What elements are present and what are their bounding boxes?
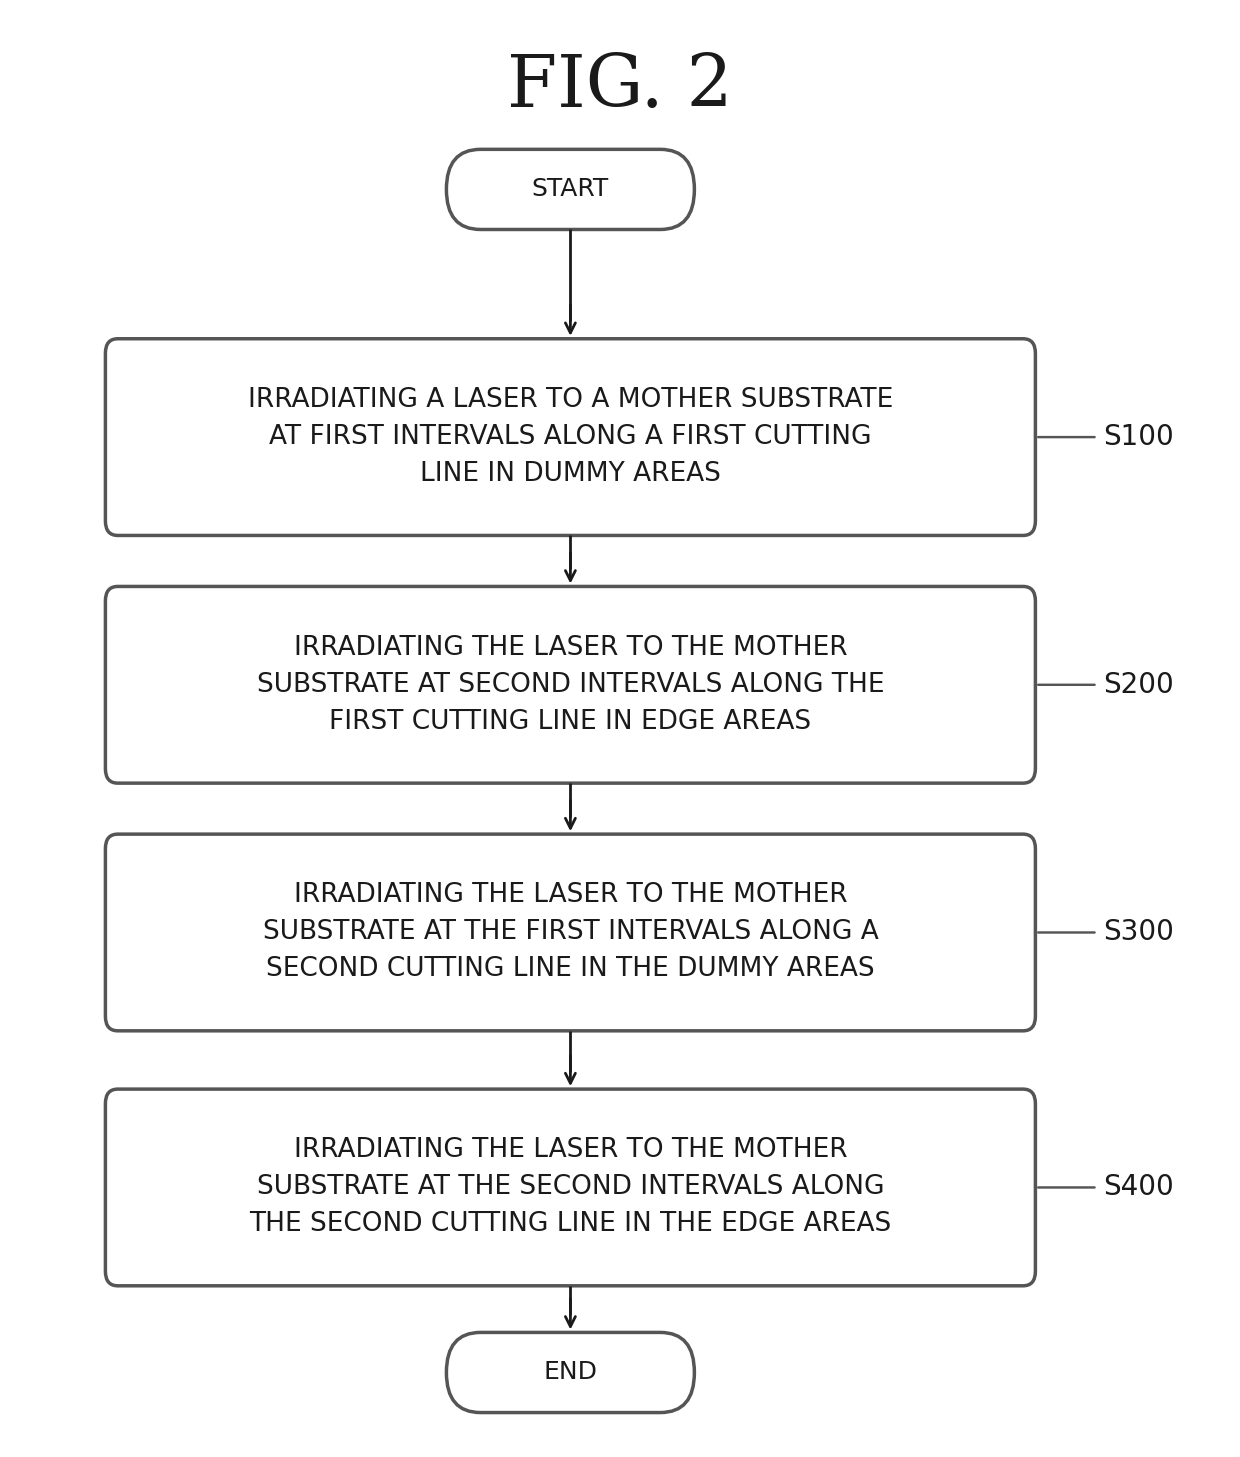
Text: IRRADIATING THE LASER TO THE MOTHER
SUBSTRATE AT THE SECOND INTERVALS ALONG
THE : IRRADIATING THE LASER TO THE MOTHER SUBS… [249, 1138, 892, 1237]
Text: S300: S300 [1104, 918, 1174, 947]
FancyBboxPatch shape [105, 339, 1035, 536]
Text: START: START [532, 178, 609, 201]
Text: S100: S100 [1104, 423, 1174, 452]
Text: IRRADIATING A LASER TO A MOTHER SUBSTRATE
AT FIRST INTERVALS ALONG A FIRST CUTTI: IRRADIATING A LASER TO A MOTHER SUBSTRAT… [248, 388, 893, 487]
FancyBboxPatch shape [105, 833, 1035, 1032]
Text: S400: S400 [1104, 1173, 1174, 1202]
Text: S200: S200 [1104, 670, 1174, 699]
FancyBboxPatch shape [105, 586, 1035, 784]
Text: IRRADIATING THE LASER TO THE MOTHER
SUBSTRATE AT THE FIRST INTERVALS ALONG A
SEC: IRRADIATING THE LASER TO THE MOTHER SUBS… [263, 883, 878, 982]
Text: END: END [543, 1361, 598, 1384]
FancyBboxPatch shape [446, 150, 694, 229]
FancyBboxPatch shape [105, 1090, 1035, 1287]
FancyBboxPatch shape [446, 1332, 694, 1413]
Text: FIG. 2: FIG. 2 [507, 51, 733, 121]
Text: IRRADIATING THE LASER TO THE MOTHER
SUBSTRATE AT SECOND INTERVALS ALONG THE
FIRS: IRRADIATING THE LASER TO THE MOTHER SUBS… [257, 635, 884, 734]
